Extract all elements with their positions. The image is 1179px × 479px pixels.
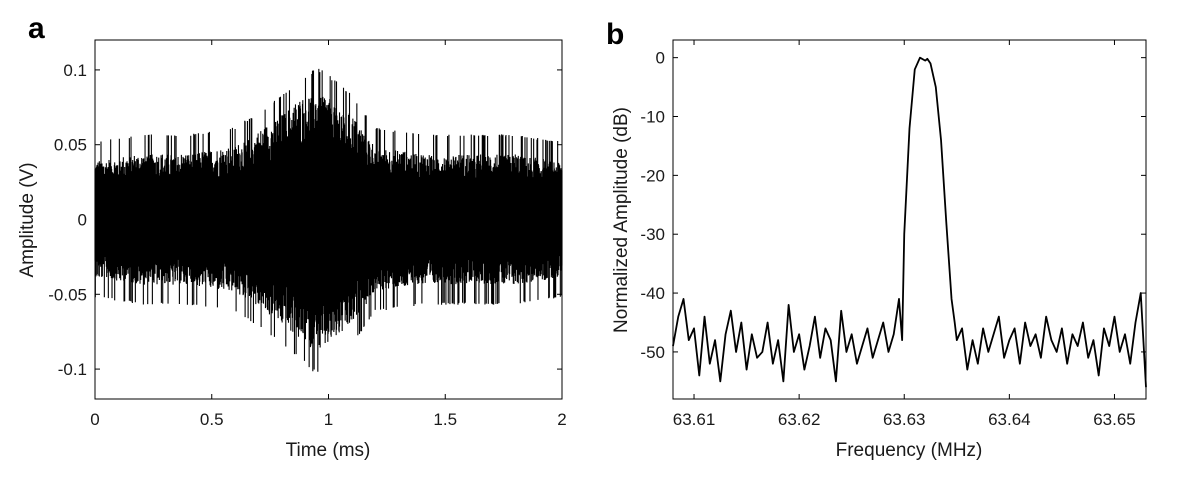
panel-b-y-tick-label: -20: [640, 166, 665, 185]
panel-b: b 63.61 63.62 63.63 63.64 63.65 -50 -40 -30 -20…: [606, 18, 1147, 461]
panel-a-signal: [94, 68, 563, 372]
panel-b-y-ticks: -50 -40 -30 -20 -10 0: [640, 49, 1146, 362]
panel-letter-b: b: [606, 18, 624, 51]
panel-a-y-tick-label: -0.1: [58, 360, 87, 379]
panel-letter-a: a: [28, 12, 45, 45]
panel-b-x-ticks: 63.61 63.62 63.63 63.64 63.65: [673, 40, 1136, 429]
panel-a-y-tick-label: 0: [78, 211, 87, 230]
panel-a-y-axis-label: Amplitude (V): [17, 162, 38, 277]
panel-a-x-tick-label: 0.5: [200, 410, 224, 429]
panel-b-series: [672, 56, 1147, 388]
panel-b-x-tick-label: 63.62: [778, 410, 821, 429]
panel-a-y-tick-label: -0.05: [48, 285, 87, 304]
panel-b-x-axis-label: Frequency (MHz): [836, 440, 983, 461]
panel-b-x-tick-label: 63.61: [673, 410, 716, 429]
panel-b-x-tick-label: 63.65: [1093, 410, 1136, 429]
panel-b-y-tick-label: -40: [640, 284, 665, 303]
panel-b-axes-box: [672, 39, 1147, 400]
panel-a-y-ticks: -0.1 -0.05 0 0.05 0.1: [48, 61, 562, 379]
panel-b-y-axis-label: Normalized Amplitude (dB): [611, 107, 632, 333]
panel-a-y-tick-label: 0.1: [63, 61, 87, 80]
panel-b-y-tick-label: 0: [656, 49, 665, 68]
panel-b-y-tick-label: -10: [640, 108, 665, 127]
panel-a-x-axis-label: Time (ms): [286, 440, 371, 461]
panel-a-x-tick-label: 0: [90, 410, 99, 429]
panel-b-y-tick-label: -50: [640, 343, 665, 362]
panel-b-x-tick-label: 63.63: [883, 410, 926, 429]
panel-a-x-tick-label: 2: [557, 410, 566, 429]
panel-a-x-tick-label: 1.5: [433, 410, 457, 429]
panel-b-series-line: [672, 56, 1147, 388]
panel-b-x-tick-label: 63.64: [988, 410, 1031, 429]
panel-a-x-tick-label: 1: [324, 410, 333, 429]
panel-a-y-tick-label: 0.05: [54, 136, 87, 155]
panel-a-signal-core: [95, 138, 562, 303]
panel-b-y-tick-label: -30: [640, 225, 665, 244]
panel-a-x-ticks: 0 0.5 1 1.5 2: [90, 40, 567, 429]
